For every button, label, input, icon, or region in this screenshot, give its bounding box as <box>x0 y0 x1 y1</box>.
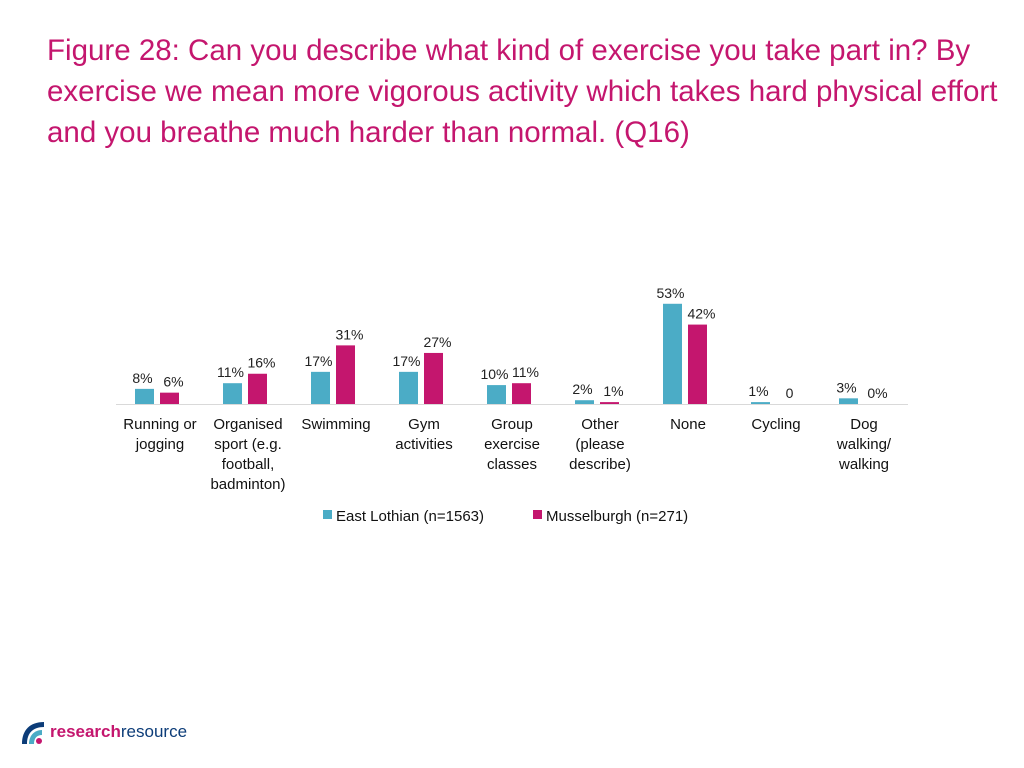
category-label-line: Gym <box>408 416 440 433</box>
logo-swirl-icon <box>22 722 44 744</box>
data-label: 1% <box>603 383 623 399</box>
category-label: None <box>670 416 706 433</box>
category-label-line: Organised <box>213 416 282 433</box>
bar-musselburgh <box>688 324 707 404</box>
category-label-line: None <box>670 416 706 433</box>
category-label-line: sport (e.g. <box>214 436 282 453</box>
legend-label: Musselburgh (n=271) <box>546 508 688 525</box>
category-label-line: jogging <box>135 436 184 453</box>
research-resource-logo: research resource <box>18 718 187 746</box>
logo-text-resource: resource <box>120 722 188 741</box>
chart-title: Figure 28: Can you describe what kind of… <box>47 34 998 149</box>
bar-musselburgh <box>160 392 179 404</box>
category-label-line: Cycling <box>751 416 800 433</box>
data-label: 27% <box>423 334 451 350</box>
bar-east-lothian <box>751 402 770 404</box>
data-label: 0 <box>786 385 794 401</box>
category-label-line: badminton) <box>210 476 285 493</box>
bar-musselburgh <box>512 383 531 404</box>
data-label: 16% <box>247 355 275 371</box>
logo-text-research: research <box>50 722 121 741</box>
category-label-line: Group <box>491 416 533 433</box>
legend-label: East Lothian (n=1563) <box>336 508 484 525</box>
bar-musselburgh <box>336 345 355 404</box>
data-label: 6% <box>163 374 183 390</box>
bar-east-lothian <box>575 400 594 404</box>
data-label: 11% <box>512 364 539 380</box>
data-label: 1% <box>748 383 768 399</box>
category-label: Swimming <box>301 416 370 433</box>
bar-east-lothian <box>223 383 242 404</box>
bar-east-lothian <box>135 388 154 404</box>
data-label: 11% <box>217 364 244 380</box>
category-label-line: Swimming <box>301 416 370 433</box>
category-label-line: Other <box>581 416 619 433</box>
category-label-line: football, <box>222 456 275 473</box>
bar-musselburgh <box>248 373 267 404</box>
category-label: Gym activities <box>395 416 453 453</box>
data-label: 10% <box>480 366 508 382</box>
bar-east-lothian <box>663 303 682 404</box>
category-label-line: walking/ <box>836 436 892 453</box>
bar-musselburgh <box>600 402 619 404</box>
bar-east-lothian <box>487 385 506 404</box>
legend-swatch <box>323 510 332 519</box>
category-label-line: (please <box>575 436 624 453</box>
category-label-line: activities <box>395 436 453 453</box>
category-label-line: Running or <box>123 416 196 433</box>
category-label-line: classes <box>487 456 537 473</box>
data-label: 53% <box>656 285 684 301</box>
category-label-line: describe) <box>569 456 631 473</box>
category-label-line: walking <box>838 456 889 473</box>
category-label: Other (please describe) <box>569 416 631 473</box>
category-label: Organised sport (e.g. football, badminton) <box>210 416 285 493</box>
category-label-line: Dog <box>850 416 878 433</box>
data-label: 31% <box>335 326 363 342</box>
data-label: 17% <box>304 353 332 369</box>
bar-east-lothian <box>311 371 330 404</box>
data-label: 17% <box>392 353 420 369</box>
category-label: Dog walking/walking <box>836 416 892 473</box>
data-label: 3% <box>836 379 856 395</box>
category-label: Cycling <box>751 416 800 433</box>
bar-musselburgh <box>424 352 443 404</box>
data-label: 2% <box>572 381 592 397</box>
bar-east-lothian <box>839 398 858 404</box>
category-label: Group exercise classes <box>484 416 540 473</box>
data-label: 0% <box>867 385 887 401</box>
category-label-line: exercise <box>484 436 540 453</box>
category-label: Running or jogging <box>123 416 196 453</box>
data-label: 8% <box>132 370 152 386</box>
legend-swatch <box>533 510 542 519</box>
data-label: 42% <box>687 306 715 322</box>
bar-east-lothian <box>399 371 418 404</box>
